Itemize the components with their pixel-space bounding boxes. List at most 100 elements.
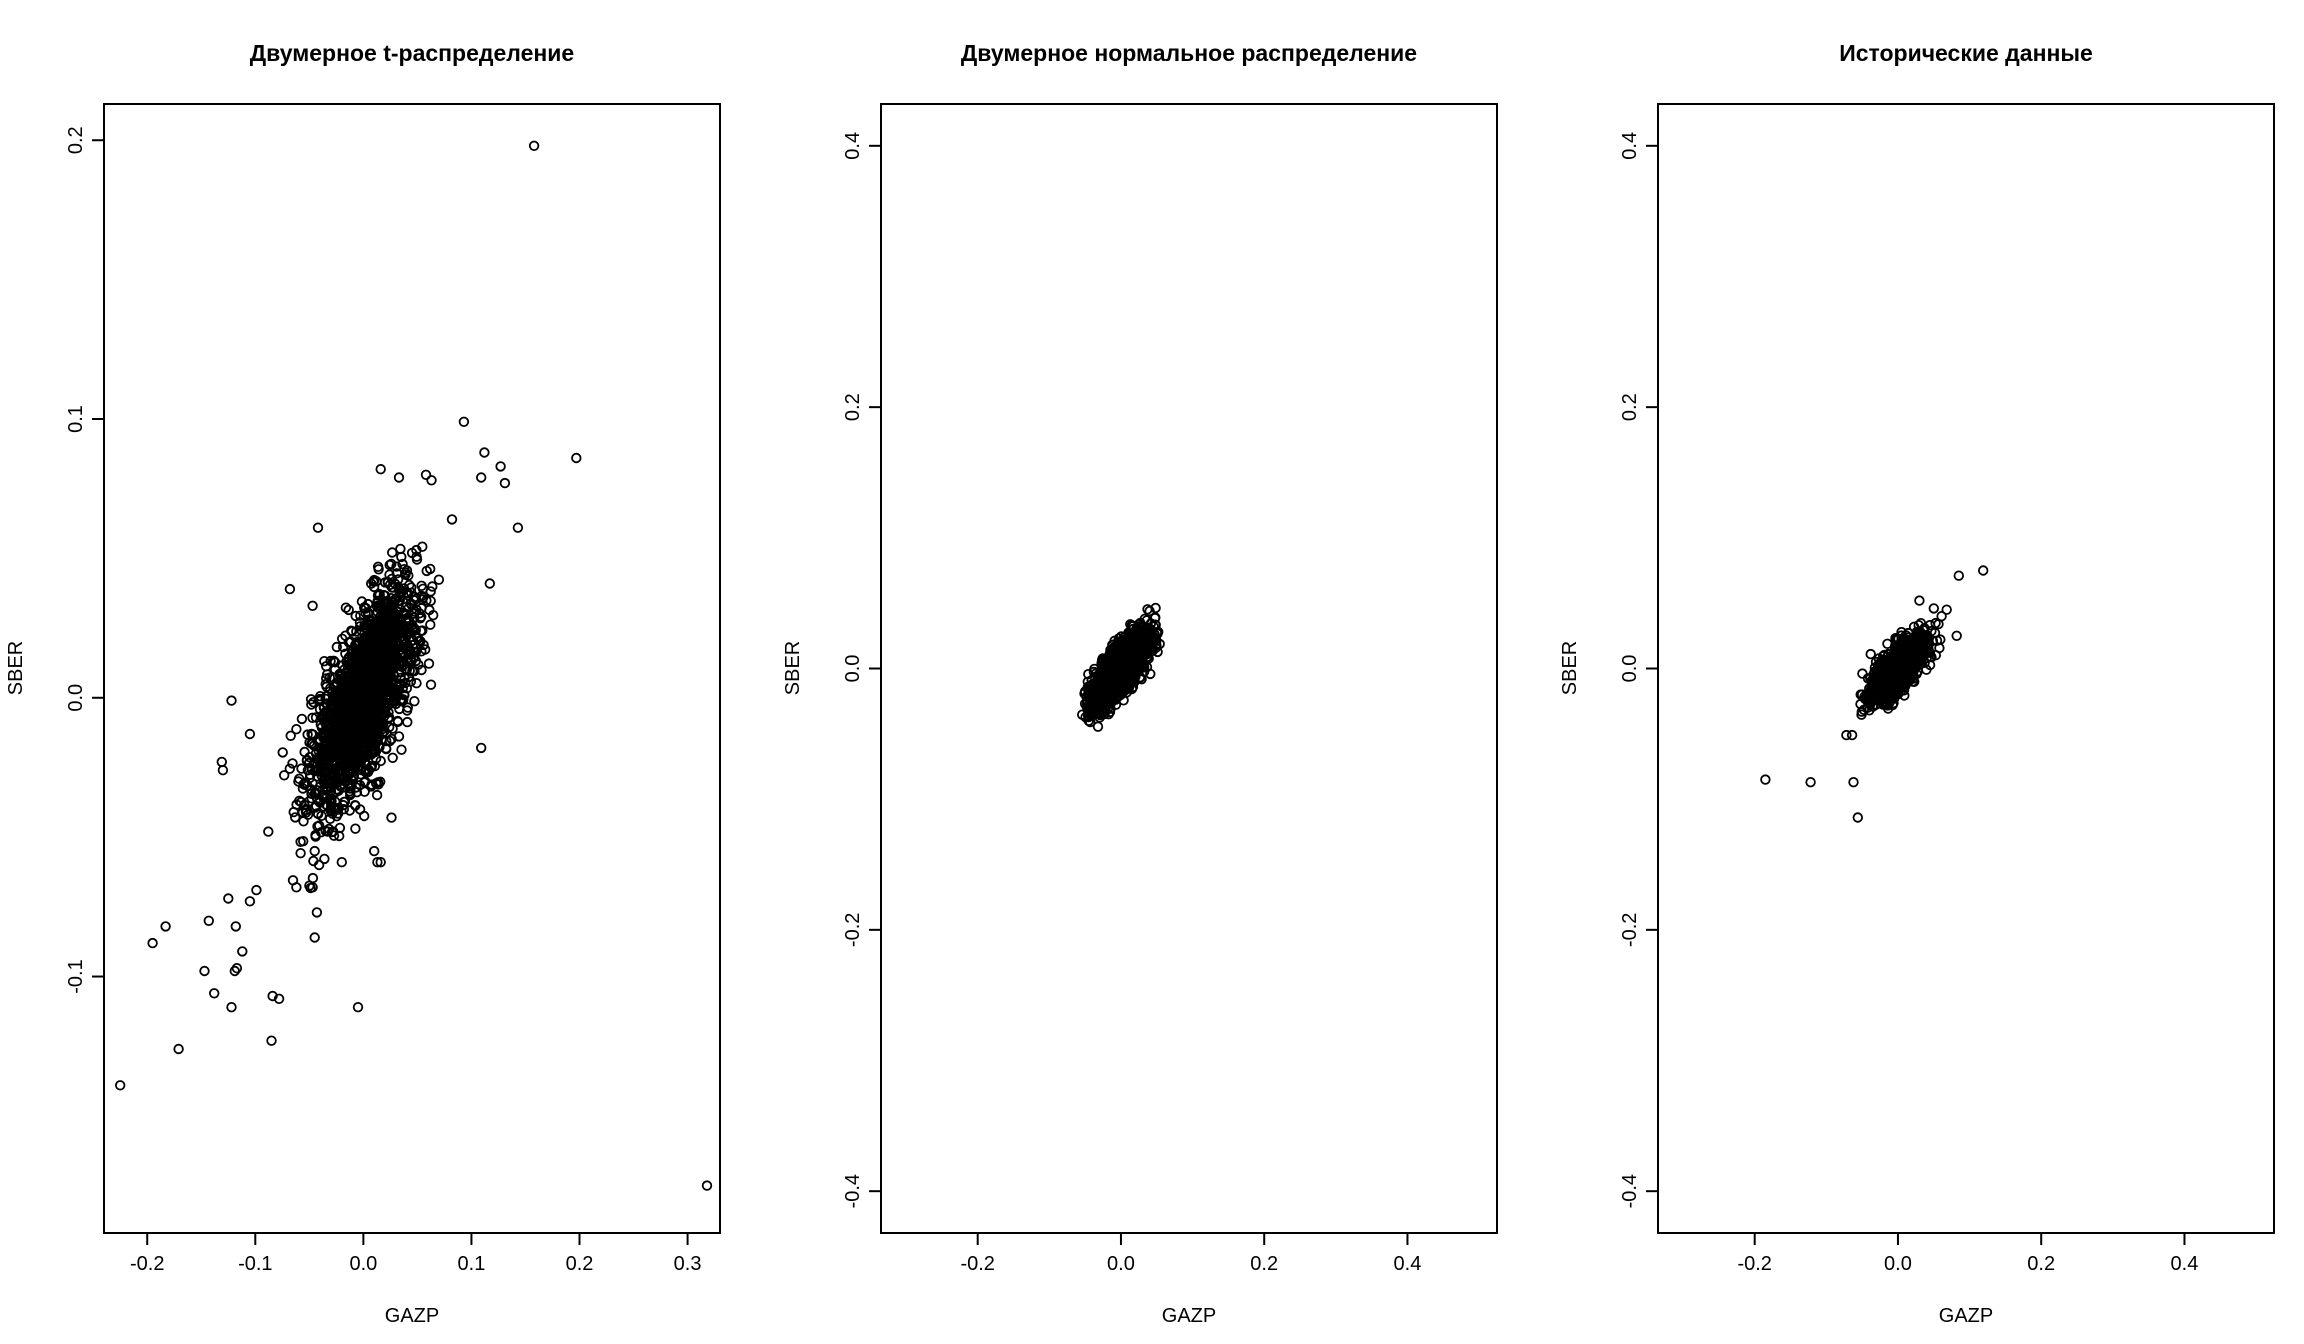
data-point [339, 776, 351, 787]
data-point [393, 581, 404, 593]
y-tick-label: 0.0 [842, 655, 864, 683]
y-tick-label: -0.1 [65, 959, 87, 993]
data-point [317, 710, 328, 721]
data-point [363, 659, 374, 670]
y-axis-label: SBER [782, 641, 804, 695]
data-point [396, 744, 407, 755]
data-point [387, 547, 398, 558]
data-point [1881, 655, 1893, 667]
data-points [1076, 602, 1165, 732]
data-point [420, 469, 432, 481]
data-point [407, 665, 418, 677]
data-point [384, 559, 395, 571]
y-tick-label: 0.2 [1619, 393, 1641, 421]
data-point [1127, 642, 1139, 654]
data-point [319, 853, 330, 865]
data-point [331, 743, 342, 755]
scatter-panel-historical-data: Исторические данные GAZP SBER -0.2 0.0 0.2… [1559, 40, 2275, 1327]
data-point [1131, 622, 1143, 634]
data-point [345, 723, 357, 734]
data-point [308, 697, 319, 708]
data-point [352, 686, 363, 697]
data-point [1104, 663, 1115, 674]
data-point [425, 563, 436, 575]
data-point [404, 579, 415, 591]
data-point [374, 714, 385, 726]
data-point [1879, 682, 1891, 693]
data-point [1870, 656, 1882, 668]
data-point [160, 921, 171, 932]
y-tick-label: 0.2 [842, 393, 864, 421]
data-point [1152, 626, 1164, 638]
data-point [1857, 668, 1868, 679]
data-point [1903, 640, 1914, 652]
data-point [1896, 635, 1907, 646]
data-point [398, 639, 410, 650]
data-point [1079, 688, 1090, 699]
data-point [324, 672, 336, 683]
data-point [1107, 693, 1118, 704]
data-point [1951, 630, 1962, 642]
data-point [300, 807, 312, 818]
data-point [1083, 715, 1094, 727]
data-point [351, 626, 362, 637]
data-point [479, 447, 490, 458]
data-point [309, 932, 320, 943]
data-point [296, 796, 307, 808]
x-tick-label: -0.1 [238, 1253, 272, 1275]
data-point [335, 706, 346, 718]
data-points [114, 140, 713, 1191]
data-point [1144, 605, 1155, 617]
data-point [217, 765, 229, 776]
data-point [375, 464, 386, 475]
data-point [328, 730, 340, 741]
data-point [1104, 706, 1116, 718]
data-point [267, 990, 278, 1002]
data-point [1871, 699, 1882, 710]
data-point [382, 648, 394, 660]
data-point [322, 826, 334, 837]
data-point [701, 1180, 713, 1191]
data-point [338, 734, 349, 745]
plot-frame [880, 103, 1498, 1234]
data-point [339, 796, 351, 808]
data-point [237, 946, 248, 957]
data-point [365, 690, 376, 702]
data-point [336, 857, 348, 868]
data-point [1941, 604, 1952, 615]
x-tick-label: 0.3 [674, 1253, 702, 1275]
data-point [307, 882, 318, 893]
data-point [528, 140, 540, 152]
data-point [415, 613, 426, 624]
x-tick-label: 0.1 [458, 1253, 486, 1275]
plot-frame [103, 103, 721, 1234]
data-point [423, 658, 435, 669]
data-point [1098, 672, 1110, 683]
data-point [284, 583, 296, 595]
data-point [328, 718, 339, 729]
data-point [386, 812, 397, 823]
data-point [331, 698, 342, 709]
data-point [290, 812, 301, 823]
data-point [372, 674, 384, 686]
data-point [312, 821, 323, 832]
data-point [1841, 729, 1852, 741]
data-point [361, 630, 373, 642]
data-point [284, 763, 296, 774]
data-point [484, 578, 496, 589]
data-point [388, 582, 399, 593]
data-point [331, 677, 343, 688]
data-point [295, 848, 306, 859]
data-point [1856, 689, 1868, 700]
data-point [1953, 570, 1965, 581]
data-point [323, 733, 335, 744]
data-point [512, 522, 524, 533]
data-point [402, 612, 413, 624]
x-tick-label: 0.2 [566, 1253, 594, 1275]
data-point [321, 777, 333, 789]
data-point [345, 657, 357, 668]
scatter-panel-normal-distribution: Двумерное нормальное распределение GAZP … [782, 40, 1498, 1327]
data-point [351, 639, 362, 650]
data-point [199, 965, 210, 977]
